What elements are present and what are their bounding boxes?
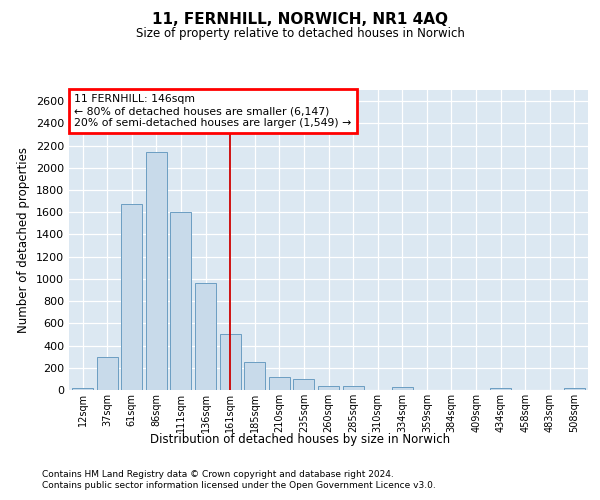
- Bar: [170, 212, 191, 390]
- Bar: [72, 388, 93, 390]
- Bar: [490, 388, 511, 390]
- Text: Distribution of detached houses by size in Norwich: Distribution of detached houses by size …: [150, 432, 450, 446]
- Bar: [269, 376, 290, 390]
- Bar: [195, 284, 216, 390]
- Bar: [146, 152, 167, 390]
- Bar: [244, 362, 265, 390]
- Y-axis label: Number of detached properties: Number of detached properties: [17, 147, 31, 333]
- Text: 11 FERNHILL: 146sqm
← 80% of detached houses are smaller (6,147)
20% of semi-det: 11 FERNHILL: 146sqm ← 80% of detached ho…: [74, 94, 352, 128]
- Bar: [121, 204, 142, 390]
- Bar: [318, 386, 339, 390]
- Text: 11, FERNHILL, NORWICH, NR1 4AQ: 11, FERNHILL, NORWICH, NR1 4AQ: [152, 12, 448, 28]
- Text: Contains public sector information licensed under the Open Government Licence v3: Contains public sector information licen…: [42, 481, 436, 490]
- Text: Contains HM Land Registry data © Crown copyright and database right 2024.: Contains HM Land Registry data © Crown c…: [42, 470, 394, 479]
- Bar: [97, 356, 118, 390]
- Bar: [392, 386, 413, 390]
- Bar: [220, 334, 241, 390]
- Bar: [564, 388, 585, 390]
- Bar: [293, 380, 314, 390]
- Text: Size of property relative to detached houses in Norwich: Size of property relative to detached ho…: [136, 28, 464, 40]
- Bar: [343, 386, 364, 390]
